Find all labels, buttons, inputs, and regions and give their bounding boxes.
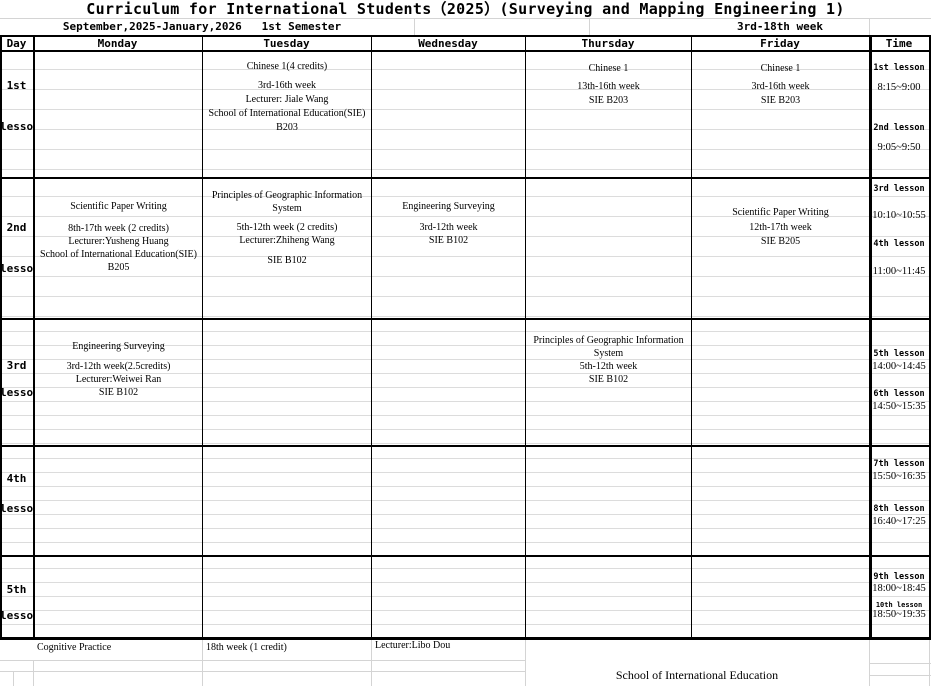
col-header-wednesday: Wednesday <box>418 37 478 50</box>
time-slot-block5: 9th lesson 18:00~18:45 10th lesson 18:50… <box>872 572 926 620</box>
col-header-day: Day <box>6 37 27 50</box>
col-header-thursday: Thursday <box>581 37 635 50</box>
col-header-friday: Friday <box>760 37 800 50</box>
cell-tuesday-lesson2: Principles of Geographic Information Sys… <box>211 190 363 266</box>
period-label-3: 3rd lesson <box>0 359 33 399</box>
page-title: Curriculum for International Students（20… <box>86 0 845 18</box>
col-header-monday: Monday <box>97 37 138 50</box>
footer-lecturer: Lecturer:Libo Dou <box>375 640 451 651</box>
cell-friday-lesson2: Scientific Paper Writing 12th-17th week … <box>732 207 829 247</box>
cell-thursday-lesson1: Chinese 1 13th-16th week SIE B203 <box>577 63 640 106</box>
time-slot-block1: 1st lesson 8:15~9:00 2nd lesson 9:05~9:5… <box>873 63 925 153</box>
cell-wednesday-lesson2: Engineering Surveying 3rd-12th week SIE … <box>402 201 495 246</box>
cell-monday-lesson2: Scientific Paper Writing 8th-17th week (… <box>40 201 197 273</box>
footer-week: 18th week (1 credit) <box>206 642 287 653</box>
period-label-1: 1st lesson <box>0 79 33 133</box>
cell-thursday-lesson3: Principles of Geographic Information Sys… <box>533 335 684 385</box>
col-header-time: Time <box>885 37 913 50</box>
footer-school: School of International Education <box>615 668 779 682</box>
time-slot-block3: 5th lesson 14:00~14:45 6th lesson 14:50~… <box>872 349 926 412</box>
period-label-5: 5th lesson <box>0 583 33 622</box>
time-slot-block4: 7th lesson 15:50~16:35 8th lesson 16:40~… <box>872 459 926 527</box>
weeks-label: 3rd-18th week <box>736 20 824 33</box>
cell-monday-lesson3: Engineering Surveying 3rd-12th week(2.5c… <box>66 341 171 398</box>
period-label-2: 2nd lesson <box>0 221 33 275</box>
footer-course: Cognitive Practice <box>37 642 112 653</box>
col-header-tuesday: Tuesday <box>263 37 310 50</box>
cell-tuesday-lesson1: Chinese 1(4 credits) 3rd-16th week Lectu… <box>208 61 366 133</box>
semester-label: September,2025-January,2026 1st Semester <box>62 20 342 33</box>
cell-friday-lesson1: Chinese 1 3rd-16th week SIE B203 <box>751 63 810 106</box>
time-slot-block2: 3rd lesson 10:10~10:55 4th lesson 11:00~… <box>872 184 926 277</box>
period-label-4: 4th lesson <box>0 472 33 515</box>
